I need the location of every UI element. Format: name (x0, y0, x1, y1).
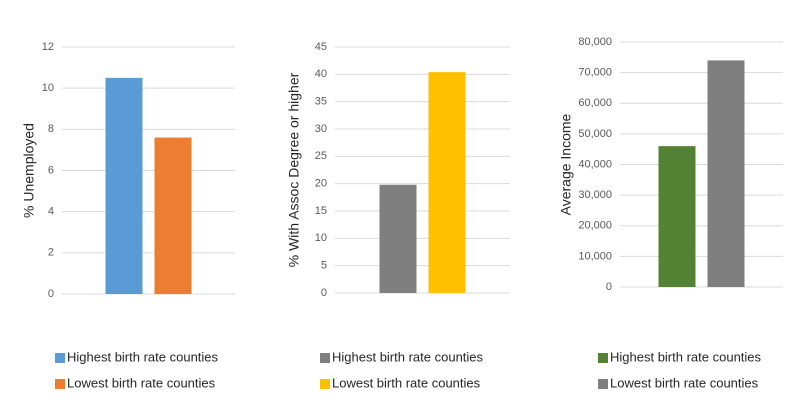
y-tick-label: 10,000 (578, 250, 612, 262)
legend-label: Lowest birth rate counties (332, 375, 481, 390)
legend-label: Lowest birth rate counties (610, 375, 759, 390)
legend-swatch (320, 379, 330, 389)
y-tick-label: 20,000 (578, 220, 612, 232)
legend-swatch (320, 353, 330, 363)
y-tick-label: 0 (606, 281, 612, 293)
bar (154, 137, 192, 294)
y-tick-label: 50,000 (578, 128, 612, 140)
y-tick-label: 8 (48, 123, 54, 135)
y-tick-label: 15 (315, 205, 327, 217)
y-tick-label: 12 (42, 41, 54, 53)
y-tick-label: 40 (315, 68, 327, 80)
y-tick-label: 4 (48, 206, 54, 218)
bar (658, 146, 696, 287)
legend-label: Lowest birth rate counties (67, 375, 216, 390)
legend-swatch (55, 353, 65, 363)
legend-swatch (598, 379, 608, 389)
y-tick-label: 30 (315, 123, 327, 135)
bar (379, 184, 417, 293)
y-axis-title: % Unemployed (21, 123, 37, 218)
y-tick-label: 25 (315, 150, 327, 162)
y-tick-label: 0 (48, 288, 54, 300)
y-tick-label: 0 (321, 287, 327, 299)
y-tick-label: 20 (315, 178, 327, 190)
legend-label: Highest birth rate counties (67, 349, 219, 364)
y-tick-label: 35 (315, 96, 327, 108)
y-tick-label: 10 (42, 82, 54, 94)
y-axis-title: Average Income (558, 113, 574, 215)
legend-swatch (598, 353, 608, 363)
y-tick-label: 70,000 (578, 67, 612, 79)
legend-label: Highest birth rate counties (610, 349, 762, 364)
y-tick-label: 2 (48, 247, 54, 259)
y-tick-label: 40,000 (578, 158, 612, 170)
bar (105, 77, 143, 294)
y-tick-label: 80,000 (578, 36, 612, 48)
y-tick-label: 45 (315, 41, 327, 53)
bar (428, 72, 466, 293)
y-axis-title: % With Assoc Degree or higher (286, 72, 302, 267)
y-tick-label: 5 (321, 260, 327, 272)
y-tick-label: 10 (315, 232, 327, 244)
bar (707, 60, 745, 287)
y-tick-label: 30,000 (578, 189, 612, 201)
y-tick-label: 60,000 (578, 97, 612, 109)
legend-label: Highest birth rate counties (332, 349, 484, 364)
y-tick-label: 6 (48, 164, 54, 176)
legend-swatch (55, 379, 65, 389)
